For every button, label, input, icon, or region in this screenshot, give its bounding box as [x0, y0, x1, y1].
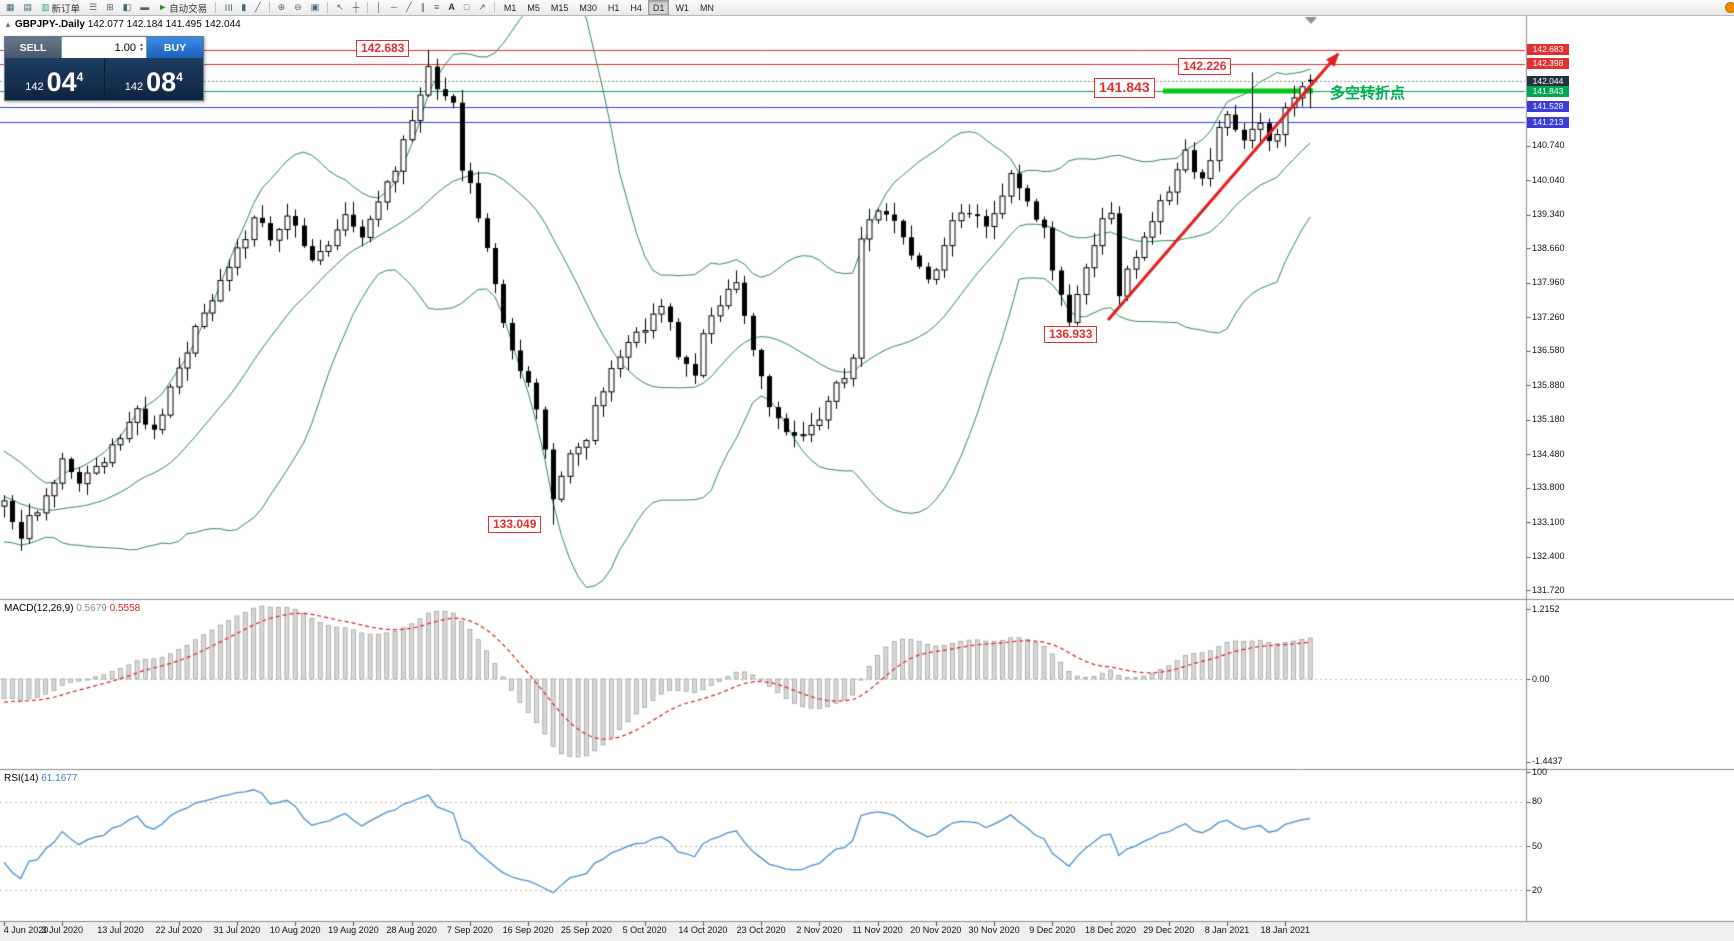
chart-profiles-icon[interactable]: ▤: [20, 0, 37, 15]
timeframe-h1-button[interactable]: H1: [607, 2, 620, 13]
timeframe-w1-button[interactable]: W1: [675, 2, 689, 13]
one-click-collapse-icon[interactable]: ▲: [4, 20, 12, 29]
new-order-button[interactable]: ▥ 新订单: [37, 0, 84, 15]
ohlc-high: 142.184: [126, 19, 163, 30]
sell-price-sup: 4: [76, 70, 84, 84]
chart-symbol: GBPJPY-.Daily: [14, 19, 85, 30]
rsi-value: 61.1677: [41, 773, 78, 784]
channel-glyph: ∥: [420, 2, 426, 12]
macd-name: MACD(12,26,9): [4, 603, 74, 614]
candlestick-chart-icon[interactable]: ▮: [237, 0, 250, 15]
zoom-out-glyph: ⊖: [294, 2, 302, 12]
autotrade-button[interactable]: ► 自动交易: [154, 0, 211, 15]
navigator-icon[interactable]: ◧: [119, 0, 136, 15]
one-click-trading-panel: SELL 1.00 ▲ ▼ BUY 142 04 4 142 08 4: [4, 36, 204, 101]
bar-chart-icon[interactable]: ☰: [220, 0, 236, 15]
price-divider: [103, 58, 105, 100]
timeframe-m5-button[interactable]: M5: [527, 2, 540, 13]
shapes-glyph: □: [463, 2, 470, 12]
shapes-tool-icon[interactable]: □: [460, 0, 473, 15]
timeframe-m1-button[interactable]: M1: [503, 2, 517, 13]
toolbar-separator: [215, 2, 217, 13]
data-window-icon[interactable]: ⊞: [102, 0, 118, 15]
horizontal-line-tool-icon[interactable]: ─: [387, 0, 401, 15]
data-window-glyph: ⊞: [106, 2, 114, 12]
ohlc-low: 141.495: [165, 19, 202, 30]
terminal-glyph: ▬: [140, 2, 150, 12]
rsi-name: RSI(14): [4, 773, 39, 784]
buy-price-prefix: 142: [124, 81, 144, 93]
navigator-glyph: ◧: [122, 2, 132, 12]
text-tool-icon[interactable]: A: [444, 0, 459, 15]
timeframe-m15-button[interactable]: M15: [550, 2, 569, 13]
stepper-up-icon[interactable]: ▲: [139, 41, 144, 48]
chart-title: ▲ GBPJPY-.Daily 142.077 142.184 141.495 1…: [4, 19, 241, 30]
new-chart-glyph: ▦: [6, 2, 15, 12]
candle-glyph: ▮: [241, 2, 247, 12]
zoom-out-icon[interactable]: ⊖: [290, 0, 306, 15]
macd-indicator-label: MACD(12,26,9) 0.5679 0.5558: [4, 603, 140, 614]
tile-windows-icon[interactable]: ▣: [307, 0, 324, 15]
market-watch-glyph: ☰: [89, 2, 98, 12]
timeframe-h4-button[interactable]: H4: [630, 2, 642, 13]
line-chart-glyph: ╱: [255, 2, 261, 12]
buy-button[interactable]: BUY: [147, 37, 203, 58]
timeframe-d1-button[interactable]: D1: [647, 0, 670, 15]
notification-icon[interactable]: [1725, 2, 1734, 13]
new-order-icon: ▥: [41, 2, 50, 12]
new-order-label: 新订单: [51, 3, 81, 15]
buy-price-big: 08: [146, 67, 177, 97]
sell-button[interactable]: SELL: [5, 37, 61, 58]
sell-price[interactable]: 142 04 4: [5, 58, 104, 100]
zoom-in-glyph: ⊕: [277, 2, 286, 12]
ohlc-close: 142.044: [204, 19, 241, 30]
volume-field[interactable]: 1.00 ▲ ▼: [61, 37, 147, 58]
timeframe-m30-button[interactable]: M30: [579, 2, 597, 13]
line-chart-icon[interactable]: ╱: [251, 0, 264, 15]
text-tool-glyph: A: [448, 2, 455, 12]
bar-chart-glyph: ☰: [223, 3, 234, 12]
new-chart-icon[interactable]: ▦: [2, 0, 19, 15]
arrows-tool-icon[interactable]: ↗: [474, 0, 490, 15]
trendline-tool-icon[interactable]: ╱: [402, 0, 415, 15]
volume-value[interactable]: 1.00: [114, 41, 137, 54]
vertical-line-tool-icon[interactable]: │: [372, 0, 386, 15]
terminal-icon[interactable]: ▬: [136, 0, 153, 15]
cursor-glyph: ↖: [336, 2, 344, 12]
toolbar-separator: [327, 2, 329, 13]
macd-signal-value: 0.5558: [109, 603, 141, 614]
buy-price-sup: 4: [176, 70, 183, 84]
market-watch-icon[interactable]: ☰: [85, 0, 101, 15]
crosshair-glyph: ┼: [352, 2, 360, 12]
toolbar-separator: [268, 2, 270, 13]
vline-glyph: │: [376, 2, 382, 12]
zoom-in-icon[interactable]: ⊕: [274, 0, 290, 15]
trendline-glyph: ╱: [406, 2, 412, 12]
cursor-tool-icon[interactable]: ↖: [332, 0, 348, 15]
toolbar-separator: [493, 2, 495, 13]
channel-tool-icon[interactable]: ∥: [417, 0, 430, 15]
toolbar-separator: [367, 2, 369, 13]
hline-glyph: ─: [390, 2, 398, 12]
sell-price-prefix: 142: [25, 81, 44, 93]
main-toolbar: ▦ ▤ ▥ 新订单 ☰ ⊞ ◧ ▬ ► 自动交易 ☰ ▮ ╱ ⊕ ⊖ ▣ ↖ ┼…: [0, 0, 1734, 16]
tile-glyph: ▣: [310, 2, 320, 12]
fibo-glyph: ≡: [434, 2, 440, 12]
timeframe-mn-button[interactable]: MN: [699, 2, 714, 13]
ohlc-open: 142.077: [87, 19, 124, 30]
autotrade-play-icon: ►: [158, 2, 168, 12]
buy-price[interactable]: 142 08 4: [105, 58, 204, 100]
sell-price-big: 04: [46, 67, 77, 97]
crosshair-tool-icon[interactable]: ┼: [349, 0, 363, 15]
macd-main-value: 0.5679: [76, 603, 107, 614]
rsi-indicator-label: RSI(14) 61.1677: [4, 773, 77, 784]
fibonacci-tool-icon[interactable]: ≡: [430, 0, 443, 15]
arrows-glyph: ↗: [478, 2, 486, 12]
stepper-down-icon[interactable]: ▼: [139, 46, 144, 53]
autotrade-label: 自动交易: [169, 3, 208, 15]
profiles-glyph: ▤: [23, 2, 33, 12]
volume-stepper[interactable]: ▲ ▼: [139, 41, 144, 53]
